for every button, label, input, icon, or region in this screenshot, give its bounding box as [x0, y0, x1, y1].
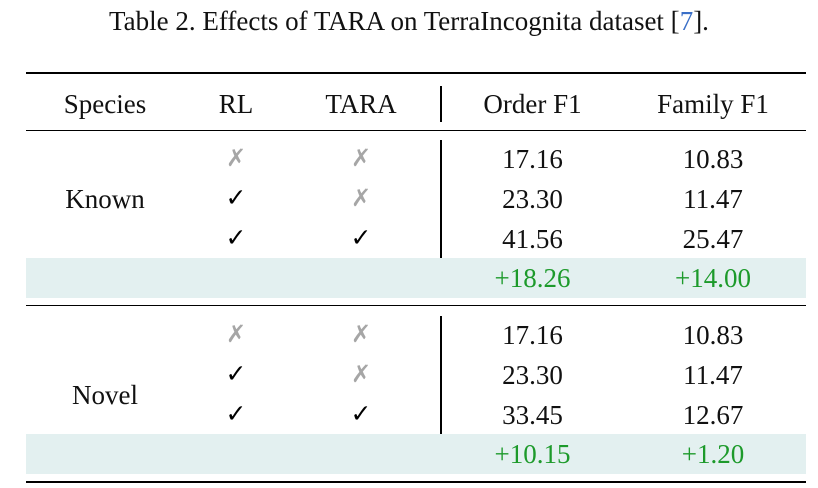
novel-row-3-order-f1: 33.45 — [502, 400, 563, 430]
species-known-label: Known — [65, 184, 145, 214]
novel-row-1-family-f1: 10.83 — [682, 320, 744, 350]
novel-row-2-order-f1: 23.30 — [502, 360, 563, 390]
known-row-1-tara: ✗ — [350, 146, 372, 172]
novel-row-1-order-f1: 17.16 — [502, 320, 563, 350]
novel-gain-order-f1: +10.15 — [494, 439, 571, 469]
novel-row-3-family-f1: 12.67 — [682, 400, 744, 430]
caption-close: ]. — [693, 6, 709, 36]
header-species: Species — [63, 89, 147, 119]
novel-row-2-tara: ✗ — [350, 362, 372, 388]
header-order-f1: Order F1 — [483, 89, 582, 119]
top-rule — [26, 72, 806, 74]
species-novel-label: Novel — [72, 380, 138, 410]
known-row-1-order-f1: 17.16 — [502, 144, 563, 174]
known-row-2-rl: ✓ — [225, 185, 247, 212]
known-row-3-family-f1: 25.47 — [682, 224, 744, 254]
novel-row-3-tara: ✓ — [350, 401, 372, 428]
known-row-2-family-f1: 11.47 — [683, 184, 743, 214]
known-row-2-order-f1: 23.30 — [502, 184, 563, 214]
bottom-rule — [26, 481, 806, 483]
known-row-3-order-f1: 41.56 — [502, 224, 563, 254]
known-row-2-tara: ✗ — [350, 186, 372, 212]
novel-row-1-rl: ✗ — [225, 322, 247, 348]
group-divider-rule — [26, 305, 806, 306]
novel-row-2-family-f1: 11.47 — [683, 360, 743, 390]
known-gain-family-f1: +14.00 — [675, 263, 751, 293]
header-rule — [26, 130, 806, 131]
novel-row-2-rl: ✓ — [225, 361, 247, 388]
caption-text: Table 2. Effects of TARA on TerraIncogni… — [109, 6, 680, 36]
novel-gain-band — [26, 434, 806, 474]
header-family-f1: Family F1 — [657, 89, 769, 119]
novel-row-1-tara: ✗ — [350, 322, 372, 348]
known-row-3-tara: ✓ — [350, 225, 372, 252]
header-rl: RL — [218, 89, 254, 119]
known-gain-band — [26, 258, 806, 298]
table-caption: Table 2. Effects of TARA on TerraIncogni… — [0, 4, 818, 38]
known-row-1-family-f1: 10.83 — [682, 144, 744, 174]
known-row-3-rl: ✓ — [225, 225, 247, 252]
known-row-1-rl: ✗ — [225, 146, 247, 172]
novel-row-3-rl: ✓ — [225, 401, 247, 428]
known-column-separator — [440, 140, 442, 298]
header-column-separator — [440, 86, 442, 122]
novel-column-separator — [440, 316, 442, 474]
header-tara: TARA — [325, 89, 397, 119]
novel-gain-family-f1: +1.20 — [681, 439, 745, 469]
known-gain-order-f1: +18.26 — [494, 263, 571, 293]
citation-link[interactable]: 7 — [679, 6, 694, 36]
